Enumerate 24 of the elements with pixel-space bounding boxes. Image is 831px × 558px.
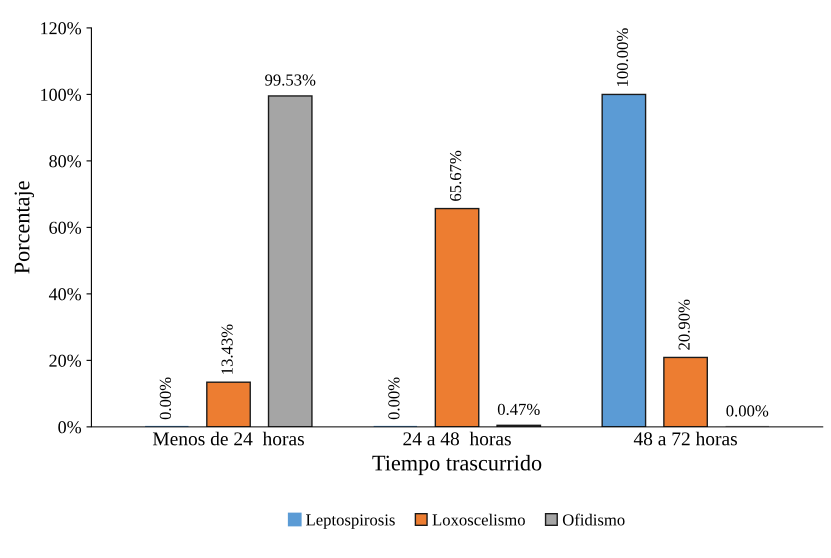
y-tick-label: 80% <box>49 155 82 168</box>
y-tick-label: 20% <box>49 354 82 367</box>
data-label: 100.00% <box>616 28 628 86</box>
y-tick-label: 120% <box>41 22 82 34</box>
data-label: 13.43% <box>221 324 233 374</box>
data-label: 0.00% <box>726 405 768 417</box>
legend-label: Leptospirosis <box>306 514 395 529</box>
y-tick-label: 100% <box>41 88 82 101</box>
data-label: 99.53% <box>265 74 316 86</box>
x-tick-label: 24 a 48 horas <box>403 432 511 446</box>
y-tick-label: 60% <box>49 222 82 234</box>
legend-label: Ofidismo <box>562 514 625 526</box>
y-axis-title: Porcentaje <box>14 181 34 274</box>
y-tick-label: 40% <box>48 288 82 300</box>
data-label: 0.00% <box>160 377 172 420</box>
data-label: 0.47% <box>498 404 540 416</box>
data-label: 20.90% <box>678 300 690 350</box>
y-tick-label: 0% <box>58 421 82 434</box>
legend-label: Loxoscelismo <box>432 514 525 526</box>
x-axis-title: Tiempo trascurrido <box>372 454 542 476</box>
x-tick-label: 48 a 72 horas <box>634 432 737 446</box>
data-label: 0.00% <box>388 377 400 420</box>
x-tick-label: Menos de 24 horas <box>152 432 304 446</box>
data-label: 65.67% <box>450 150 462 201</box>
